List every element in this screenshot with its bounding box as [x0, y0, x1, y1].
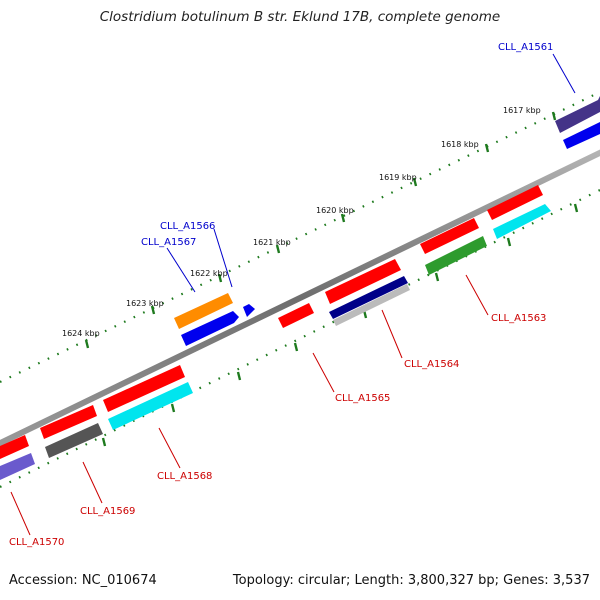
- gene-label-a1567[interactable]: CLL_A1567: [141, 237, 196, 248]
- map-title: Clostridium botulinum B str. Eklund 17B,…: [99, 9, 501, 25]
- gene-labels: CLL_A1561 CLL_A1566 CLL_A1567 CLL_A1563 …: [9, 42, 553, 548]
- gene-label-a1570[interactable]: CLL_A1570: [9, 537, 64, 548]
- inner-tick-e: [293, 342, 299, 352]
- gene-feature-a1563[interactable]: [420, 218, 479, 254]
- gene-label-a1568[interactable]: CLL_A1568: [157, 471, 212, 482]
- gene-feature-a1563-green[interactable]: [425, 236, 487, 275]
- gene-label-a1561[interactable]: CLL_A1561: [498, 42, 553, 53]
- gene-feature-a1566[interactable]: [174, 293, 233, 329]
- gene-label-a1565[interactable]: CLL_A1565: [335, 393, 390, 404]
- inner-tick-a: [573, 203, 579, 213]
- tick-1621: [275, 244, 281, 254]
- inner-tick-c: [434, 272, 440, 282]
- scale-label-1622: 1622 kbp: [190, 269, 228, 278]
- forward-strand-features: [174, 96, 600, 346]
- gene-feature-a1567[interactable]: [181, 311, 239, 346]
- gene-feature-small[interactable]: [243, 304, 255, 317]
- gene-label-a1566[interactable]: CLL_A1566: [160, 221, 215, 232]
- gene-feature-red-4[interactable]: [0, 435, 29, 459]
- gene-feature-red-3[interactable]: [40, 405, 97, 439]
- tick-1619: [412, 177, 418, 187]
- scale-label-1623: 1623 kbp: [126, 299, 164, 308]
- genome-summary-text: Topology: circular; Length: 3,800,327 bp…: [232, 573, 590, 588]
- scale-label-1620: 1620 kbp: [316, 206, 354, 215]
- scale-labels: 1617 kbp 1618 kbp 1619 kbp 1620 kbp 1621…: [62, 106, 541, 338]
- scale-label-1624: 1624 kbp: [62, 329, 100, 338]
- inner-tick-f: [236, 371, 242, 381]
- scale-label-1621: 1621 kbp: [253, 238, 291, 247]
- tick-1620: [340, 213, 346, 223]
- gene-feature-a1561-top[interactable]: [555, 96, 600, 133]
- gene-label-a1563[interactable]: CLL_A1563: [491, 313, 546, 324]
- leader-a1563: [465, 274, 489, 316]
- gene-feature-red-2[interactable]: [103, 365, 185, 412]
- tick-1617: [551, 111, 557, 121]
- gene-feature-a1564[interactable]: [325, 259, 401, 304]
- gene-feature-red-1[interactable]: [487, 185, 543, 220]
- reverse-strand-features: [0, 185, 551, 480]
- leader-a1568: [158, 427, 181, 469]
- leader-a1569: [82, 461, 103, 504]
- scale-label-1617: 1617 kbp: [503, 106, 541, 115]
- tick-1624: [84, 339, 90, 349]
- outer-tick-track: [0, 91, 600, 383]
- tick-1618: [484, 143, 490, 153]
- scale-label-1618: 1618 kbp: [441, 140, 479, 149]
- genome-backbone: [0, 149, 600, 447]
- leader-a1570: [10, 491, 31, 536]
- inner-tick-track: [0, 189, 600, 488]
- gene-feature-a1564-grey[interactable]: [333, 284, 410, 326]
- gene-label-a1569[interactable]: CLL_A1569: [80, 506, 135, 517]
- gene-feature-a1569[interactable]: [45, 423, 103, 458]
- leader-a1561: [552, 53, 576, 94]
- leader-a1565: [312, 352, 335, 393]
- gene-feature-a1561-bottom[interactable]: [563, 122, 600, 149]
- leader-a1566: [213, 228, 233, 288]
- gene-feature-a1564-navy[interactable]: [329, 276, 408, 319]
- leader-a1567: [166, 247, 196, 293]
- tick-1623: [150, 305, 156, 315]
- inner-tick-h: [101, 437, 107, 447]
- leader-a1564: [381, 309, 403, 359]
- inner-tick-g: [170, 403, 176, 413]
- accession-text: Accession: NC_010674: [9, 573, 157, 588]
- leader-lines: [10, 53, 576, 536]
- tick-1622: [217, 273, 223, 283]
- gene-feature-cyan-1[interactable]: [493, 204, 551, 239]
- inner-tick-b: [506, 237, 512, 247]
- gene-feature-a1570[interactable]: [0, 453, 35, 480]
- gene-feature-a1568[interactable]: [108, 382, 193, 430]
- gene-feature-a1565[interactable]: [278, 303, 314, 328]
- scale-label-1619: 1619 kbp: [379, 173, 417, 182]
- gene-label-a1564[interactable]: CLL_A1564: [404, 359, 459, 370]
